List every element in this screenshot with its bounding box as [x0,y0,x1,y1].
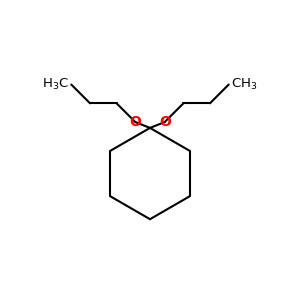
Text: $\mathregular{CH_3}$: $\mathregular{CH_3}$ [231,77,257,92]
Text: O: O [159,115,171,129]
Text: $\mathregular{H_3C}$: $\mathregular{H_3C}$ [42,77,69,92]
Text: O: O [129,115,141,129]
